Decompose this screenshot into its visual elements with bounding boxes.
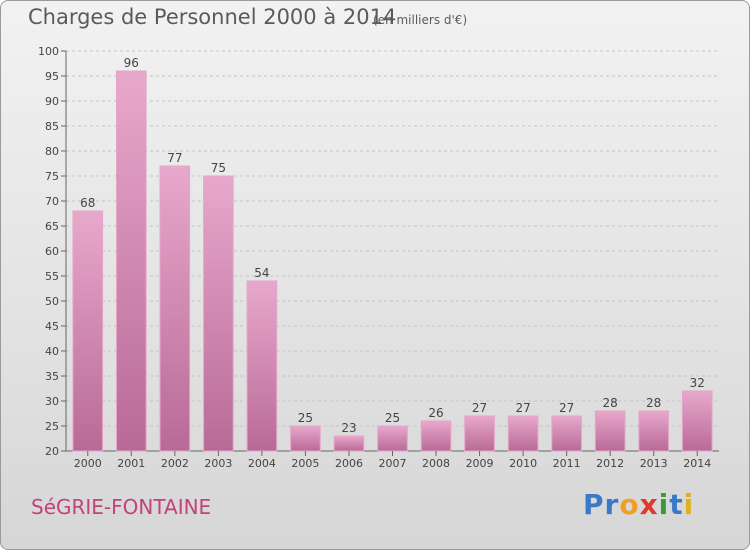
bar-2007 [377,425,408,452]
x-tick-label: 2003 [204,457,232,470]
y-tick-label: 35 [45,370,59,383]
x-tick-label: 2007 [379,457,407,470]
x-tick-label: 2008 [422,457,450,470]
bar-2003 [203,175,234,452]
y-tick-label: 45 [45,320,59,333]
brand-letter: r [604,488,620,521]
bar-2002 [159,165,191,452]
y-tick-label: 95 [45,70,59,83]
x-tick-label: 2012 [596,457,624,470]
data-label-2004: 54 [254,266,269,280]
chart-title: Charges de Personnel 2000 à 2014 [28,5,397,29]
data-label-2012: 28 [603,396,618,410]
x-tick-label: 2010 [509,457,537,470]
brand-letter: o [619,488,640,521]
bar-2009 [464,415,495,452]
x-tick-label: 2004 [248,457,276,470]
data-label-2006: 23 [341,421,356,435]
data-label-2013: 28 [646,396,661,410]
y-tick-labels: 20 25 30 35 40 45 50 55 60 65 70 75 80 85 90 95 100 [38,45,59,458]
x-tick-label: 2009 [466,457,494,470]
y-tick-label: 25 [45,420,59,433]
data-label-2011: 27 [559,401,574,415]
bars [72,70,713,452]
bar-2010 [507,415,539,452]
data-label-2010: 27 [515,401,530,415]
y-tick-label: 55 [45,270,59,283]
data-label-2003: 75 [211,161,226,175]
y-tick-label: 30 [45,395,59,408]
data-label-2002: 77 [167,151,182,165]
y-tick-label: 60 [45,245,59,258]
data-label-2005: 25 [298,411,313,425]
x-tick-labels: 2000 2001 2002 2003 2004 2005 2006 2007 2008 2009… [74,451,711,470]
brand-letter: t [669,488,684,521]
bar-2001 [115,70,147,452]
data-label-2007: 25 [385,411,400,425]
brand-letter: i [658,488,670,521]
chart-subtitle: (en milliers d'€) [373,13,468,27]
brand-letter: x [639,488,659,521]
y-tick-label: 70 [45,195,59,208]
x-tick-label: 2011 [553,457,581,470]
y-tick-label: 80 [45,145,59,158]
y-tick-label: 20 [45,445,59,458]
data-label-2000: 68 [80,196,95,210]
bar-2005 [290,425,321,452]
data-label-2014: 32 [690,376,705,390]
data-label-2008: 26 [428,406,443,420]
y-tick-label: 50 [45,295,59,308]
y-tick-label: 75 [45,170,59,183]
x-tick-label: 2002 [161,457,189,470]
bar-2004 [246,280,278,452]
commune-name: SéGRIE-FONTAINE [31,495,212,519]
x-tick-label: 2006 [335,457,363,470]
y-tick-label: 85 [45,120,59,133]
bar-2012 [594,410,626,452]
x-tick-label: 2000 [74,457,102,470]
bar-2014 [681,390,713,452]
x-tick-label: 2005 [291,457,319,470]
bar-2006 [333,435,365,452]
x-tick-label: 2001 [117,457,145,470]
bar-2013 [638,410,670,452]
brand-logo: Proxiti [583,488,694,521]
bar-2008 [420,420,452,452]
data-label-2009: 27 [472,401,487,415]
data-label-2001: 96 [124,56,139,70]
y-tick-label: 65 [45,220,59,233]
bar-2011 [551,415,582,452]
y-tick-label: 40 [45,345,59,358]
bar-2000 [72,210,104,452]
y-tick-label: 90 [45,95,59,108]
x-tick-label: 2013 [640,457,668,470]
brand-letter: i [683,488,695,521]
data-labels: 68 96 77 75 54 25 23 25 26 27 27 27 28 28 32 [80,56,705,435]
x-tick-label: 2014 [683,457,711,470]
y-tick-label: 100 [38,45,59,58]
brand-letter: P [583,488,605,521]
